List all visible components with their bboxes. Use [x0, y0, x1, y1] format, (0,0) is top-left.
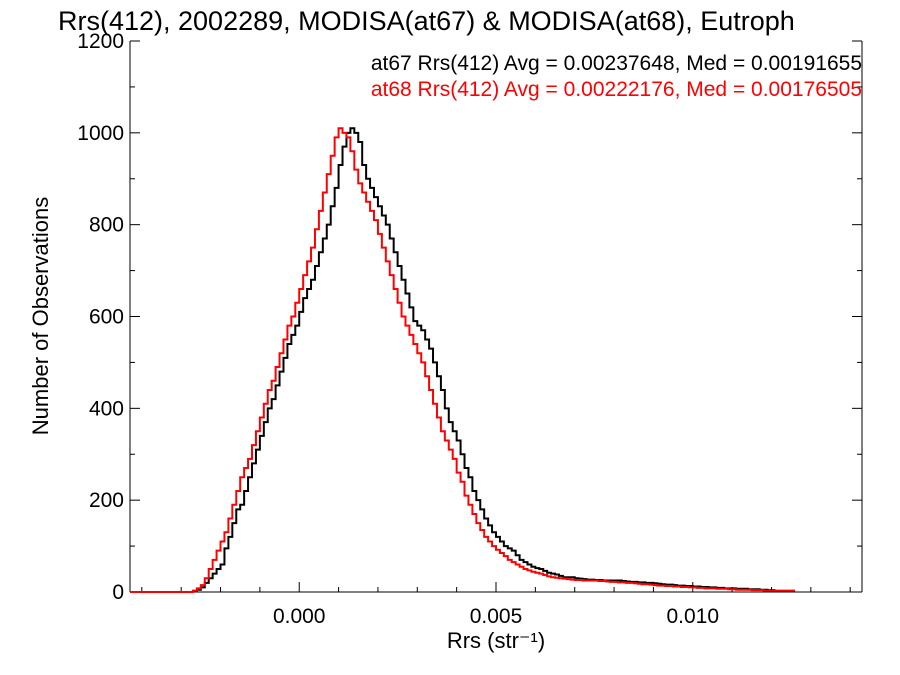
chart-title: Rrs(412), 2002289, MODISA(at67) & MODISA…	[58, 6, 795, 36]
series-annotation-at67: at67 Rrs(412) Avg = 0.00237648, Med = 0.…	[371, 52, 862, 75]
y-tick-label: 800	[89, 214, 124, 237]
series-layer	[130, 127, 796, 593]
series-annotation-at68: at68 Rrs(412) Avg = 0.00222176, Med = 0.…	[371, 78, 862, 101]
y-tick-label: 1200	[77, 30, 124, 53]
y-tick-label: 600	[89, 306, 124, 329]
x-tick-label: 0.005	[470, 605, 523, 628]
x-tick-label: 0.000	[273, 605, 326, 628]
x-axis-label: Rrs (str⁻¹)	[447, 628, 545, 653]
y-axis-label: Number of Observations	[28, 197, 53, 435]
y-tick-label: 400	[89, 397, 124, 420]
y-tick-label: 1000	[77, 122, 124, 145]
x-tick-label: 0.010	[666, 605, 719, 628]
y-tick-label: 200	[89, 489, 124, 512]
y-tick-label: 0	[112, 581, 124, 604]
axis-ticks: 0 200 400 600 800 1000 1200 0.000 0.005 0.010	[77, 30, 862, 628]
series-line-at68	[130, 127, 796, 593]
series-line-at67	[130, 127, 776, 593]
